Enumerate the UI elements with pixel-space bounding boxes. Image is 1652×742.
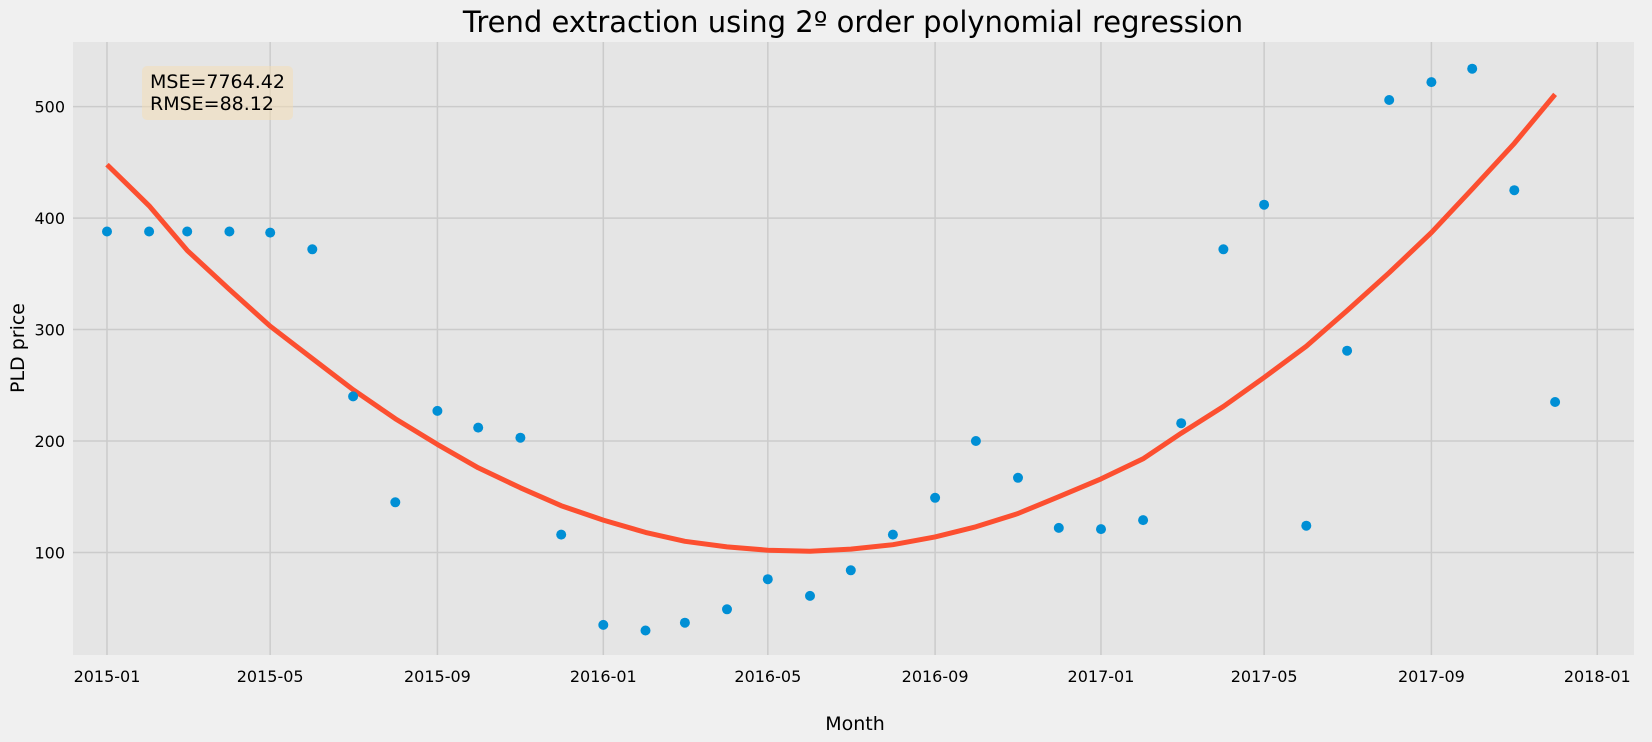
x-tick-label: 2015-01 xyxy=(74,667,141,686)
y-tick-label: 500 xyxy=(34,98,65,117)
data-point xyxy=(1384,95,1395,105)
x-tick-label: 2016-09 xyxy=(902,667,969,686)
data-point xyxy=(930,492,941,503)
y-axis-label: PLD price xyxy=(7,303,29,393)
data-point xyxy=(265,227,276,238)
data-point xyxy=(307,244,318,255)
data-point xyxy=(1053,522,1064,533)
x-tick-label: 2017-01 xyxy=(1068,667,1135,686)
data-point xyxy=(515,432,526,443)
data-point xyxy=(1509,185,1520,196)
data-point xyxy=(845,565,856,576)
data-point xyxy=(1013,472,1023,483)
x-tick-label: 2016-05 xyxy=(734,667,801,686)
x-axis-label: Month xyxy=(825,713,885,735)
data-point xyxy=(805,590,815,601)
data-point xyxy=(390,497,401,508)
data-point xyxy=(1301,520,1312,531)
grid xyxy=(73,42,1634,655)
data-point xyxy=(182,226,193,237)
trend-line xyxy=(105,92,1558,554)
data-point xyxy=(1218,244,1229,255)
x-tick-label: 2017-09 xyxy=(1398,667,1465,686)
y-tick-label: 200 xyxy=(34,432,65,451)
data-point xyxy=(722,604,732,615)
x-tick-label: 2017-05 xyxy=(1231,667,1298,686)
data-point xyxy=(473,422,484,433)
plot-area xyxy=(73,42,1634,655)
annotation-rmse: RMSE=88.12 xyxy=(150,93,274,115)
x-tick-label: 2015-05 xyxy=(237,667,304,686)
data-point xyxy=(1550,397,1561,407)
data-point xyxy=(679,617,690,628)
data-point xyxy=(1176,418,1187,429)
data-point xyxy=(556,529,567,540)
data-point xyxy=(640,625,651,636)
y-tick-labels: 100 200 300 400 500 xyxy=(34,98,65,563)
data-point xyxy=(762,574,773,585)
y-tick-label: 100 xyxy=(34,543,65,562)
annotation-mse: MSE=7764.42 xyxy=(150,71,285,93)
y-tick-label: 400 xyxy=(34,209,65,228)
x-tick-label: 2015-09 xyxy=(404,667,471,686)
y-tick-label: 300 xyxy=(34,321,65,340)
data-point xyxy=(224,226,235,237)
data-point xyxy=(1467,63,1478,74)
data-point xyxy=(102,226,112,237)
data-point xyxy=(1426,77,1437,88)
data-point xyxy=(1259,199,1270,210)
data-point xyxy=(432,405,443,416)
metrics-annotation: MSE=7764.42 RMSE=88.12 xyxy=(142,66,293,120)
chart-title: Trend extraction using 2º order polynomi… xyxy=(462,5,1243,39)
x-tick-labels: 2015-01 2015-05 2015-09 2016-01 2016-05 2016-… xyxy=(74,667,1631,686)
data-point xyxy=(144,226,155,237)
data-point xyxy=(1342,345,1353,356)
data-point xyxy=(1096,524,1106,535)
x-tick-label: 2016-01 xyxy=(570,667,637,686)
x-tick-label: 2018-01 xyxy=(1564,667,1631,686)
annotation-box xyxy=(142,66,293,120)
data-point xyxy=(598,619,609,630)
data-point xyxy=(970,436,981,446)
data-point xyxy=(348,391,359,402)
trend-line-layer xyxy=(105,92,1558,554)
scatter-points-layer xyxy=(102,63,1561,636)
data-point xyxy=(1138,515,1149,526)
data-point xyxy=(887,529,898,540)
